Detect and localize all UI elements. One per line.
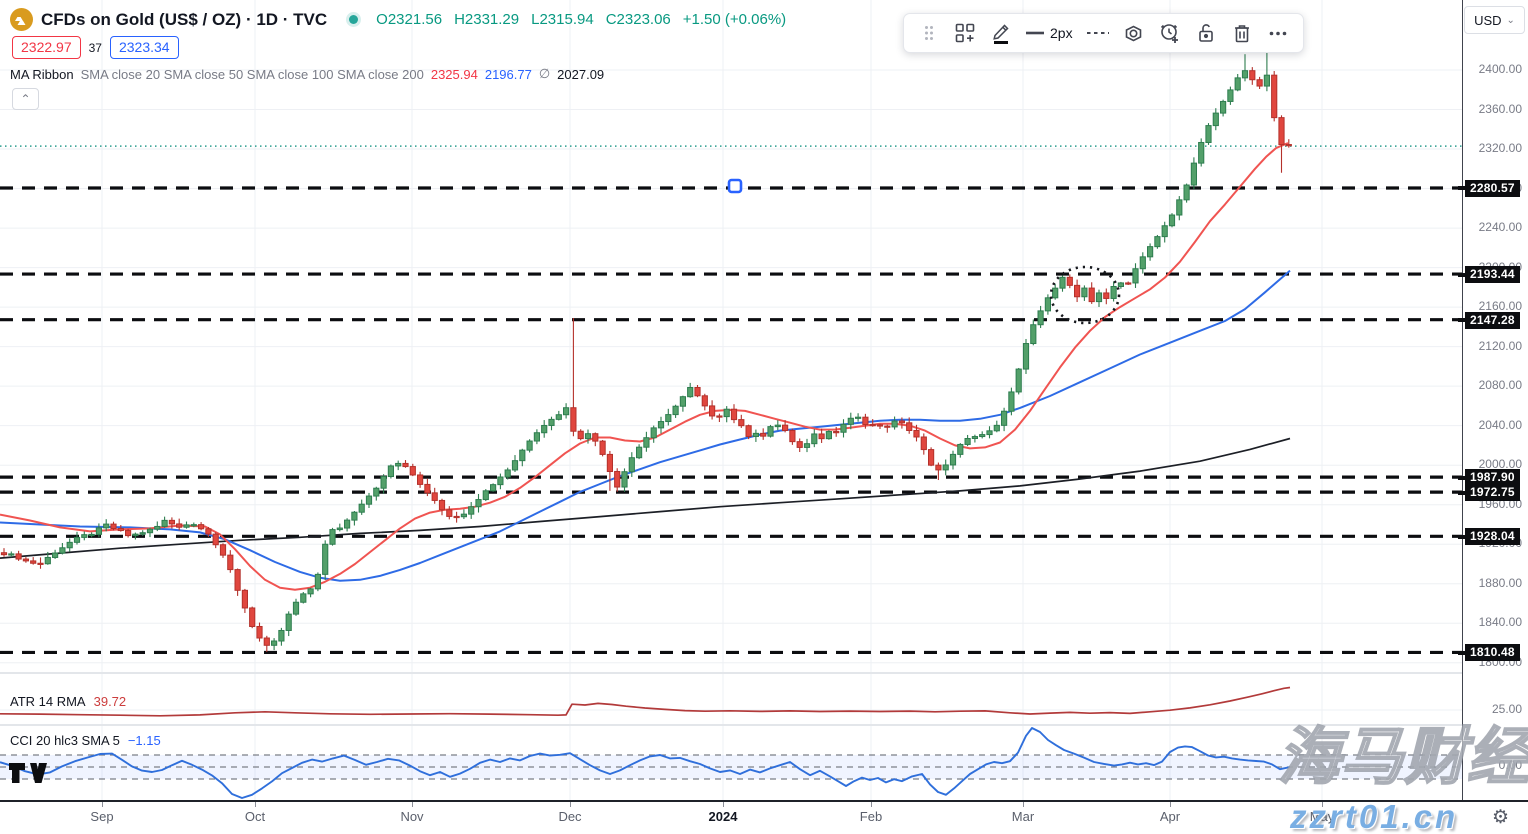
symbol-title[interactable]: CFDs on Gold (US$ / OZ) · 1D · TVC	[41, 9, 328, 29]
price-label: 2360.00	[1478, 101, 1522, 116]
price-label: 2080.00	[1478, 378, 1522, 393]
price-label: 2400.00	[1478, 62, 1522, 76]
layout-add-icon[interactable]	[950, 18, 980, 48]
currency-label: USD	[1474, 12, 1502, 28]
time-tick	[412, 802, 413, 807]
settings-icon[interactable]	[1119, 18, 1149, 48]
time-tick	[570, 802, 571, 807]
gold-symbol-icon[interactable]	[10, 8, 33, 31]
level-price-label: 1928.04	[1458, 528, 1520, 546]
atr-value: 39.72	[93, 694, 127, 709]
chart-canvas[interactable]	[0, 0, 1462, 800]
drawing-selection-handle	[727, 178, 743, 194]
time-tick	[1322, 802, 1323, 807]
currency-dropdown[interactable]: USD ⌄	[1464, 6, 1525, 34]
price-label: 2040.00	[1478, 417, 1522, 432]
cci-value: −1.15	[127, 733, 161, 748]
candles	[0, 52, 1292, 652]
spread-value: 37	[88, 40, 102, 55]
time-label: Mar	[1011, 809, 1035, 824]
tradingview-logo-icon[interactable]	[8, 760, 48, 791]
price-label: 1840.00	[1478, 615, 1522, 630]
ma-ribbon-title: MA Ribbon	[10, 66, 74, 82]
unlock-icon[interactable]	[1191, 18, 1221, 48]
collapse-legend-button[interactable]: ⌃	[12, 88, 39, 110]
level-price-label: 1987.90	[1458, 469, 1520, 487]
ma-sma100-value: ∅	[538, 66, 551, 81]
time-label: Nov	[400, 809, 424, 824]
level-price-label: 2193.44	[1458, 266, 1520, 284]
axis-settings-gear-icon[interactable]: ⚙	[1492, 807, 1510, 828]
price-label: 2320.00	[1478, 141, 1522, 156]
level-price-label: 1810.48	[1458, 644, 1520, 662]
ohlc-open: O2321.56	[376, 11, 443, 28]
more-options-icon[interactable]	[1263, 18, 1293, 48]
time-tick	[102, 802, 103, 807]
time-label: Sep	[90, 809, 114, 824]
ohlc-high: H2331.29	[454, 11, 520, 28]
level-price-label: 2147.28	[1458, 311, 1520, 329]
price-label: 2120.00	[1478, 338, 1522, 353]
time-axis[interactable]: Sep Oct Nov Dec 2024 Feb Mar Apr May	[0, 800, 1528, 834]
color-pencil-icon[interactable]	[986, 18, 1016, 48]
chevron-down-icon: ⌄	[1506, 14, 1515, 26]
ma-ribbon-legend[interactable]: MA Ribbon SMA close 20 SMA close 50 SMA …	[10, 66, 604, 82]
price-label: 2240.00	[1478, 220, 1522, 235]
price-label: 2160.00	[1478, 299, 1522, 314]
time-tick	[1023, 802, 1024, 807]
level-price-label: 2280.57	[1458, 179, 1520, 197]
time-tick	[1170, 802, 1171, 807]
delete-icon[interactable]	[1227, 18, 1257, 48]
symbol-title-row: CFDs on Gold (US$ / OZ) · 1D · TVC O2321…	[10, 8, 790, 31]
price-label: 1880.00	[1478, 575, 1522, 590]
drag-handle-icon[interactable]	[914, 18, 944, 48]
ma-sma200-value: 2027.09	[557, 66, 605, 82]
cci-legend[interactable]: CCI 20 hlc3 SMA 5 −1.15	[10, 733, 161, 748]
time-label: May	[1309, 809, 1335, 824]
ma-sma50-value: 2196.77	[484, 66, 532, 82]
price-axis[interactable]: 2400.002360.002320.002280.002240.002200.…	[1458, 0, 1528, 800]
time-label: 2024	[708, 809, 738, 824]
bid-button[interactable]: 2322.97	[12, 36, 81, 59]
ask-button[interactable]: 2323.34	[109, 36, 179, 59]
ma-sma20-value: 2325.94	[430, 66, 478, 82]
ohlc-close: C2323.06	[605, 11, 671, 28]
time-label: Oct	[244, 809, 266, 824]
atr-legend[interactable]: ATR 14 RMA 39.72	[10, 694, 126, 709]
drawing-toolbar: 2px	[903, 13, 1304, 53]
cci-title-text: CCI 20 hlc3 SMA 5	[10, 733, 120, 748]
bid-ask-row: 2322.97 37 2323.34	[12, 36, 179, 59]
line-width-label: 2px	[1050, 25, 1073, 41]
price-label: 2000.00	[1478, 457, 1522, 472]
time-tick	[723, 802, 724, 807]
ohlc-change: +1.50 (+0.06%)	[682, 11, 787, 28]
line-width-button[interactable]: 2px	[1022, 18, 1077, 48]
level-price-label: 1972.75	[1458, 484, 1520, 502]
ellipse-drawing	[1049, 265, 1121, 325]
time-label: Dec	[558, 809, 582, 824]
time-tick	[871, 802, 872, 807]
cci-scale-label: 0.00	[1498, 758, 1522, 772]
time-label: Apr	[1159, 809, 1181, 824]
ohlc-low: L2315.94	[531, 11, 594, 28]
atr-scale-label: 25.00	[1491, 702, 1522, 716]
time-tick	[255, 802, 256, 807]
ma-ribbon-params: SMA close 20 SMA close 50 SMA close 100 …	[80, 66, 424, 82]
line-style-icon[interactable]	[1083, 18, 1113, 48]
market-status-icon[interactable]	[349, 15, 359, 24]
time-label: Feb	[859, 809, 883, 824]
add-alert-icon[interactable]	[1155, 18, 1185, 48]
atr-title-text: ATR 14 RMA	[10, 694, 86, 709]
